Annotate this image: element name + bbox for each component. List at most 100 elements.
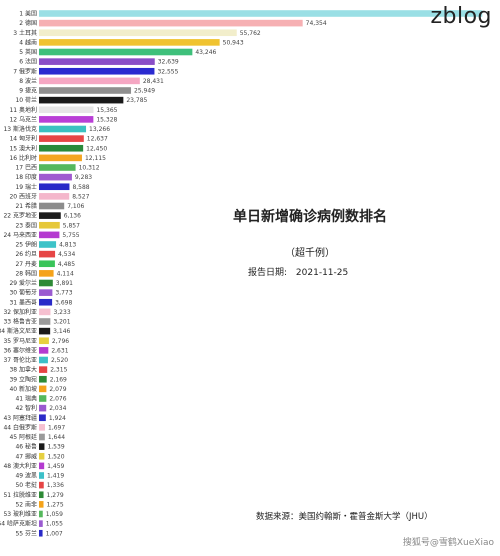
bar-30 [39, 289, 53, 296]
bar-label-25: 25 伊朗 [15, 241, 37, 249]
bar-15 [39, 144, 84, 152]
bar-8 [39, 77, 140, 85]
bar-value-27: 4,485 [58, 261, 75, 268]
bar-value-48: 1,459 [47, 463, 64, 470]
bar-47 [39, 452, 45, 460]
bar-label-8: 8 波兰 [19, 77, 37, 85]
bar-value-54: 1,055 [46, 521, 63, 528]
bar-32 [39, 308, 51, 316]
bar-label-3: 3 土耳其 [13, 29, 37, 37]
bar-label-27: 27 丹麦 [15, 260, 37, 268]
bar-55 [39, 529, 43, 537]
bar-value-41: 2,076 [49, 396, 66, 403]
bar-label-47: 47 挪威 [15, 452, 37, 460]
bar-value-6: 32,639 [158, 59, 179, 66]
bar-value-26: 4,534 [58, 251, 75, 258]
bar-value-36: 2,631 [51, 347, 68, 354]
bar-41 [39, 395, 47, 402]
bar-4 [39, 39, 220, 46]
bar-value-8: 28,431 [143, 78, 164, 85]
bar-value-18: 9,283 [75, 174, 92, 181]
bar-value-11: 15,365 [96, 107, 117, 114]
bar-label-20: 20 西班牙 [9, 192, 37, 200]
bar-value-21: 7,106 [67, 203, 84, 210]
bar-value-24: 5,755 [62, 232, 79, 239]
bar-label-35: 35 罗马尼亚 [3, 337, 37, 345]
bar-label-7: 7 俄罗斯 [13, 67, 37, 75]
bar-label-44: 44 白俄罗斯 [3, 423, 37, 431]
bar-33 [39, 318, 51, 325]
watermark-logo: zblog [430, 4, 492, 29]
bar-label-41: 41 瑞典 [15, 395, 37, 403]
bar-value-31: 3,698 [55, 299, 72, 306]
bar-value-25: 4,813 [59, 242, 76, 249]
bar-value-32: 3,233 [53, 309, 70, 316]
bar-value-40: 2,079 [49, 386, 66, 393]
bar-5 [39, 48, 193, 56]
bar-value-7: 32,555 [157, 68, 178, 75]
bar-10 [39, 96, 124, 104]
bar-label-30: 30 葡萄牙 [9, 289, 37, 297]
bar-value-44: 1,697 [48, 424, 65, 431]
bar-label-9: 9 捷克 [19, 87, 37, 95]
bar-value-42: 2,034 [49, 405, 66, 412]
bar-48 [39, 462, 45, 470]
bar-label-5: 5 英国 [19, 48, 37, 56]
bar-label-42: 42 智利 [15, 404, 37, 412]
bar-26 [39, 250, 56, 258]
bar-label-1: 1 美国 [19, 10, 37, 18]
bar-value-4: 50,943 [223, 39, 244, 46]
bar-value-9: 25,949 [134, 88, 155, 95]
bar-24 [39, 231, 60, 239]
bar-14 [39, 135, 84, 142]
bar-3 [39, 29, 237, 37]
bar-value-29: 3,891 [56, 280, 73, 287]
bar-label-43: 43 阿塞拜疆 [3, 414, 37, 422]
bar-value-53: 1,059 [46, 511, 63, 518]
bar-label-46: 46 秘鲁 [15, 443, 37, 451]
credit-text: 搜狐号@雪鹤XueXiao [402, 538, 494, 548]
bar-label-22: 22 克罗地亚 [3, 212, 37, 220]
bar-label-16: 16 比利时 [9, 154, 37, 162]
bar-value-47: 1,520 [47, 453, 64, 460]
bar-label-12: 12 乌克兰 [9, 115, 37, 123]
bar-label-28: 28 韩国 [15, 269, 37, 277]
bar-label-17: 17 巴西 [15, 165, 37, 172]
bar-13 [39, 125, 87, 133]
bar-12 [39, 116, 94, 123]
bar-value-2: 74,354 [306, 20, 327, 27]
bar-label-31: 31 墨西哥 [9, 299, 37, 306]
bar-label-49: 49 波黑 [15, 472, 37, 480]
bar-value-45: 1,644 [48, 434, 65, 441]
bar-label-24: 24 马来西亚 [3, 231, 37, 239]
bar-label-54: 54 哈萨克斯坦 [0, 520, 37, 528]
bar-17 [39, 164, 76, 171]
bar-25 [39, 241, 57, 248]
bar-label-15: 15 澳大利 [9, 144, 37, 152]
bar-31 [39, 298, 53, 306]
bar-value-38: 2,315 [50, 367, 67, 374]
bar-11 [39, 106, 94, 114]
bar-16 [39, 154, 82, 162]
chart-title: 单日新增确诊病例数排名 [233, 209, 387, 225]
bar-9 [39, 87, 132, 94]
bar-2 [39, 19, 303, 27]
bar-value-10: 23,785 [126, 97, 147, 104]
bar-20 [39, 193, 70, 200]
bar-value-13: 13,266 [89, 126, 110, 133]
bar-label-29: 29 爱尔兰 [9, 279, 37, 287]
bar-44 [39, 424, 46, 431]
bar-label-33: 33 格鲁吉亚 [3, 318, 37, 326]
bar-label-18: 18 印度 [15, 173, 37, 181]
bar-38 [39, 366, 48, 373]
bar-label-13: 13 斯洛伐克 [3, 125, 37, 133]
bar-35 [39, 337, 49, 345]
bar-label-26: 26 约旦 [15, 250, 37, 258]
bar-42 [39, 404, 47, 412]
bar-50 [39, 481, 44, 489]
bar-value-50: 1,336 [47, 482, 64, 489]
bar-value-46: 1,539 [47, 444, 64, 451]
bar-46 [39, 443, 45, 450]
bar-label-4: 4 越南 [19, 38, 37, 46]
